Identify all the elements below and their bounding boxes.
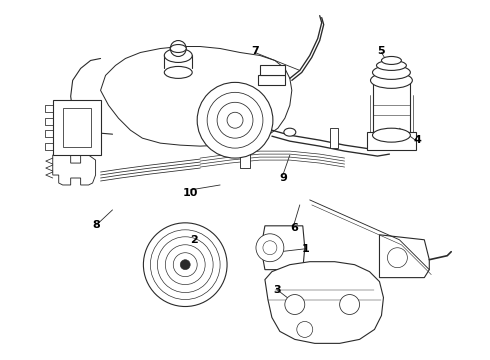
Circle shape <box>217 102 253 138</box>
Circle shape <box>285 294 305 315</box>
Text: 3: 3 <box>273 284 281 294</box>
Circle shape <box>263 241 277 255</box>
Polygon shape <box>260 66 285 75</box>
Circle shape <box>340 294 360 315</box>
Circle shape <box>388 248 407 268</box>
Circle shape <box>173 253 197 276</box>
Ellipse shape <box>372 66 410 80</box>
Circle shape <box>180 260 190 270</box>
Polygon shape <box>63 108 91 147</box>
Polygon shape <box>53 100 100 155</box>
Circle shape <box>197 82 273 158</box>
Circle shape <box>165 245 205 285</box>
Polygon shape <box>330 128 338 148</box>
Text: 9: 9 <box>279 173 287 183</box>
Ellipse shape <box>382 57 401 64</box>
Polygon shape <box>258 75 285 85</box>
Text: 1: 1 <box>302 244 310 254</box>
Polygon shape <box>240 152 250 168</box>
Text: 6: 6 <box>290 223 298 233</box>
Polygon shape <box>367 132 416 150</box>
Ellipse shape <box>164 67 192 78</box>
Polygon shape <box>261 226 305 270</box>
Circle shape <box>157 237 213 293</box>
Polygon shape <box>379 235 429 278</box>
Ellipse shape <box>171 45 186 53</box>
Circle shape <box>150 230 220 300</box>
Ellipse shape <box>376 60 406 71</box>
Circle shape <box>171 41 186 57</box>
Ellipse shape <box>372 128 410 142</box>
Circle shape <box>297 321 313 337</box>
Text: 5: 5 <box>378 45 385 55</box>
Ellipse shape <box>370 72 413 88</box>
Ellipse shape <box>164 49 192 62</box>
Circle shape <box>207 92 263 148</box>
Text: 7: 7 <box>251 45 259 55</box>
Text: 4: 4 <box>414 135 421 145</box>
Polygon shape <box>265 262 384 343</box>
Text: 2: 2 <box>190 235 198 245</box>
Circle shape <box>256 234 284 262</box>
Ellipse shape <box>284 128 296 136</box>
Polygon shape <box>100 46 292 146</box>
Text: 10: 10 <box>182 188 198 198</box>
Text: 8: 8 <box>93 220 100 230</box>
Circle shape <box>227 112 243 128</box>
Polygon shape <box>53 152 96 185</box>
Circle shape <box>144 223 227 306</box>
